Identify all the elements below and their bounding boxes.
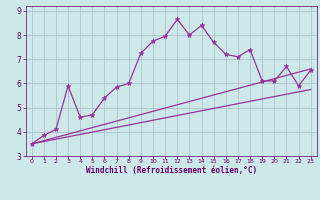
X-axis label: Windchill (Refroidissement éolien,°C): Windchill (Refroidissement éolien,°C) — [86, 166, 257, 175]
